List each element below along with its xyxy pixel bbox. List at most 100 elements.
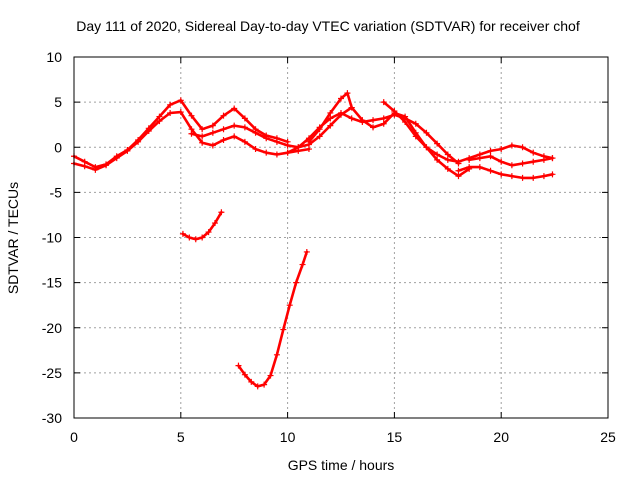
data-point — [380, 99, 387, 106]
data-point — [455, 173, 462, 180]
data-point — [508, 142, 515, 149]
series-group — [71, 90, 556, 390]
data-point — [267, 372, 274, 379]
data-point — [252, 146, 259, 153]
data-point — [231, 105, 238, 112]
data-point — [434, 140, 441, 147]
data-point — [186, 234, 193, 241]
data-point — [263, 149, 270, 156]
data-point — [252, 129, 259, 136]
data-point — [241, 138, 248, 145]
data-point — [273, 151, 280, 158]
data-point — [295, 144, 302, 151]
data-point — [231, 133, 238, 140]
data-point — [444, 165, 451, 172]
data-point — [359, 117, 366, 124]
data-point — [316, 133, 323, 140]
data-point — [423, 129, 430, 136]
data-point — [303, 248, 310, 255]
data-point — [412, 133, 419, 140]
data-point — [241, 115, 248, 122]
data-point — [487, 167, 494, 174]
data-point — [209, 122, 216, 129]
data-point — [199, 234, 206, 241]
series-arc-8 — [466, 153, 556, 169]
data-point — [530, 158, 537, 165]
data-point — [188, 130, 195, 137]
data-point — [476, 155, 483, 162]
data-point — [280, 326, 287, 333]
data-point — [113, 155, 120, 162]
series-line — [457, 165, 554, 180]
data-point — [530, 149, 537, 156]
data-point — [498, 171, 505, 178]
data-point — [380, 115, 387, 122]
y-tick-label: 0 — [54, 139, 62, 155]
data-point — [338, 109, 344, 116]
data-point — [444, 151, 451, 158]
data-point — [293, 279, 300, 286]
x-tick-label: 5 — [177, 429, 185, 445]
x-tick-label: 0 — [70, 429, 78, 445]
data-point — [549, 171, 556, 178]
data-point — [508, 173, 515, 180]
data-point — [188, 112, 195, 119]
series-line — [190, 106, 354, 149]
data-point — [348, 115, 355, 122]
data-point — [444, 156, 451, 163]
data-point — [344, 90, 351, 97]
data-point — [412, 120, 419, 127]
data-point — [455, 167, 462, 174]
data-point — [167, 109, 174, 116]
data-point — [402, 118, 409, 125]
data-point — [519, 174, 526, 181]
data-point — [327, 115, 334, 122]
y-tick-label: 10 — [46, 49, 62, 65]
data-point — [286, 302, 293, 309]
data-point — [370, 124, 377, 131]
data-point — [199, 139, 206, 146]
series-arc-6 — [380, 99, 556, 165]
data-point — [205, 229, 212, 236]
data-point — [103, 162, 110, 169]
series-arc-2 — [71, 109, 312, 173]
y-tick-label: 5 — [54, 94, 62, 110]
x-tick-label: 10 — [280, 429, 296, 445]
data-point — [81, 163, 88, 170]
data-point — [338, 95, 344, 102]
x-tick-label: 20 — [493, 429, 509, 445]
data-point — [508, 162, 515, 169]
data-point — [209, 129, 216, 136]
data-point — [476, 164, 483, 171]
x-tick-label: 25 — [600, 429, 616, 445]
data-point — [305, 138, 312, 145]
data-point — [92, 166, 99, 173]
data-point — [380, 120, 387, 127]
data-point — [299, 261, 306, 268]
data-point — [177, 109, 184, 116]
data-point — [466, 156, 473, 163]
data-point — [455, 158, 462, 165]
data-point — [220, 126, 227, 133]
data-point — [549, 155, 556, 162]
y-tick-label: -25 — [42, 365, 62, 381]
y-axis: -30 -25 -20 -15 -10 -5 0 5 10 — [42, 49, 608, 426]
data-point — [124, 147, 131, 154]
data-point — [423, 144, 430, 151]
data-point — [316, 126, 323, 133]
y-tick-label: -20 — [42, 320, 62, 336]
data-point — [241, 124, 248, 131]
data-point — [199, 126, 206, 133]
series-arc-7 — [455, 164, 556, 181]
data-point — [273, 351, 280, 358]
data-point — [284, 142, 291, 149]
x-axis-label: GPS time / hours — [288, 457, 395, 473]
data-point — [519, 144, 526, 151]
x-axis: 0 5 10 15 20 25 — [70, 57, 616, 445]
data-point — [466, 164, 473, 171]
data-point — [220, 112, 227, 119]
data-point — [540, 173, 547, 180]
data-point — [498, 146, 505, 153]
data-point — [530, 174, 537, 181]
